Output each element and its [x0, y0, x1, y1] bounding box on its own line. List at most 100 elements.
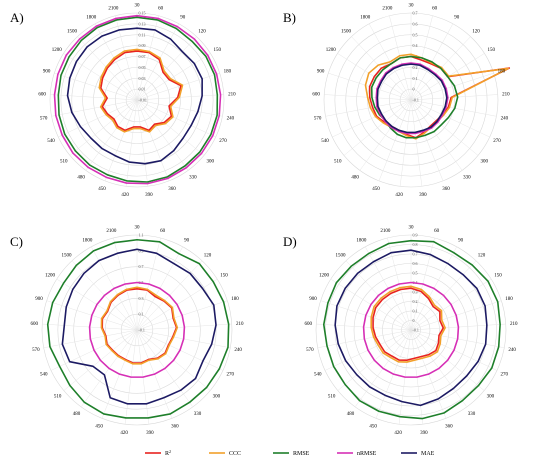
radial-tick-label: 0.07: [139, 54, 146, 59]
grid-spoke: [58, 99, 138, 138]
grid-spoke: [125, 99, 138, 187]
direction-label: 1800: [86, 15, 97, 20]
panel-label: A): [10, 10, 24, 25]
series-line-nrmse: [88, 281, 186, 378]
radial-tick-label: 0.05: [139, 65, 146, 70]
direction-label: 270: [493, 139, 501, 144]
direction-label: 480: [351, 176, 359, 181]
direction-label: 480: [77, 176, 85, 181]
grid-spoke: [378, 99, 412, 181]
direction-label: 270: [500, 373, 508, 378]
direction-label: 90: [454, 15, 460, 20]
radial-tick-label: 0.6: [413, 21, 418, 26]
legend-label: nRMSE: [357, 451, 377, 457]
direction-label: 2100: [382, 7, 393, 12]
direction-label: 90: [458, 238, 464, 243]
radial-tick-label: -0.1: [413, 98, 419, 103]
direction-label: 180: [505, 297, 513, 302]
radial-tick-label: 0.7: [413, 11, 418, 16]
direction-label: 60: [432, 7, 438, 12]
direction-label: 420: [394, 431, 402, 436]
legend-label: RMSE: [293, 451, 310, 457]
direction-label: 120: [472, 29, 480, 34]
radial-tick-label: 0.7: [413, 252, 418, 257]
direction-label: 2100: [106, 229, 117, 234]
direction-label: 270: [226, 373, 234, 378]
direction-label: 450: [98, 187, 106, 192]
direction-label: 2100: [108, 7, 119, 12]
direction-label: 420: [120, 431, 128, 436]
radial-tick-label: 0.2: [413, 65, 418, 70]
direction-label: 150: [487, 48, 495, 53]
legend: R2 CCC RMSE nRMSE MAE: [145, 449, 435, 458]
grid-spoke: [136, 99, 149, 187]
series-line-mae: [61, 248, 217, 405]
direction-label: 90: [180, 15, 186, 20]
direction-label: 450: [95, 424, 103, 429]
direction-label: 300: [213, 394, 221, 399]
radial-tick-label: 0.2: [413, 299, 418, 304]
series-line-mae: [66, 27, 203, 165]
radial-tick-label: 0.13: [139, 21, 146, 26]
series-line-mae: [334, 249, 488, 407]
direction-label: 540: [321, 139, 329, 144]
direction-label: 390: [420, 431, 428, 436]
legend-label: R2: [165, 449, 171, 458]
grid-spoke: [136, 99, 170, 181]
direction-label: 180: [224, 69, 232, 74]
radial-tick-label: -0.01: [139, 98, 147, 103]
radial-tick-label: 0.8: [413, 242, 418, 247]
direction-label: 510: [334, 159, 342, 164]
direction-label: 30: [409, 4, 415, 9]
grid-spoke: [136, 99, 223, 117]
radial-tick-label: 0.01: [139, 87, 146, 92]
direction-label: 180: [498, 69, 506, 74]
direction-label: 900: [309, 297, 317, 302]
series-line-r: [372, 287, 445, 361]
panel-label: D): [283, 234, 297, 249]
radial-tick-label: 0: [413, 87, 415, 92]
direction-label: 570: [314, 117, 322, 122]
radial-tick-label: 0.15: [139, 11, 146, 16]
direction-label: 210: [228, 93, 236, 98]
direction-label: 60: [434, 229, 440, 234]
direction-label: 210: [236, 322, 244, 327]
grid-spoke: [410, 94, 498, 101]
radial-tick-label: 0.3: [139, 296, 144, 301]
direction-label: 600: [312, 93, 320, 98]
radial-tick-label: 0.7: [139, 264, 144, 269]
direction-label: 240: [508, 348, 516, 353]
grid-spoke: [410, 99, 423, 187]
direction-label: 90: [184, 238, 190, 243]
grid-spoke: [51, 99, 138, 117]
radar-panel-4: -0.100.10.20.30.40.50.60.70.80.930609012…: [283, 226, 518, 436]
direction-label: 1800: [82, 238, 93, 243]
grid-spoke: [343, 99, 412, 156]
direction-label: 240: [234, 348, 242, 353]
direction-label: 600: [38, 93, 46, 98]
direction-label: 450: [372, 187, 380, 192]
direction-label: 300: [206, 159, 214, 164]
direction-label: 390: [145, 193, 153, 198]
direction-label: 120: [204, 254, 212, 259]
direction-label: 510: [54, 394, 62, 399]
series-line-rmse: [57, 16, 219, 183]
direction-label: 360: [171, 424, 179, 429]
radial-tick-label: 0.4: [413, 43, 418, 48]
radial-tick-label: 0.6: [413, 261, 418, 266]
direction-label: 1800: [356, 238, 367, 243]
direction-label: 2100: [380, 229, 391, 234]
grid-spoke: [63, 53, 138, 101]
radial-tick-label: 0.1: [413, 309, 418, 314]
direction-label: 240: [227, 117, 235, 122]
direction-label: 1800: [360, 15, 371, 20]
direction-label: 570: [306, 348, 314, 353]
direction-label: 540: [47, 139, 55, 144]
direction-label: 390: [419, 193, 427, 198]
series-line-nrmse: [362, 281, 460, 378]
direction-label: 1500: [335, 254, 346, 259]
direction-label: 480: [347, 412, 355, 417]
radar-panel-3: -0.10.10.30.50.70.91.1306090120150180210…: [10, 226, 244, 436]
grid-spoke: [50, 94, 138, 101]
